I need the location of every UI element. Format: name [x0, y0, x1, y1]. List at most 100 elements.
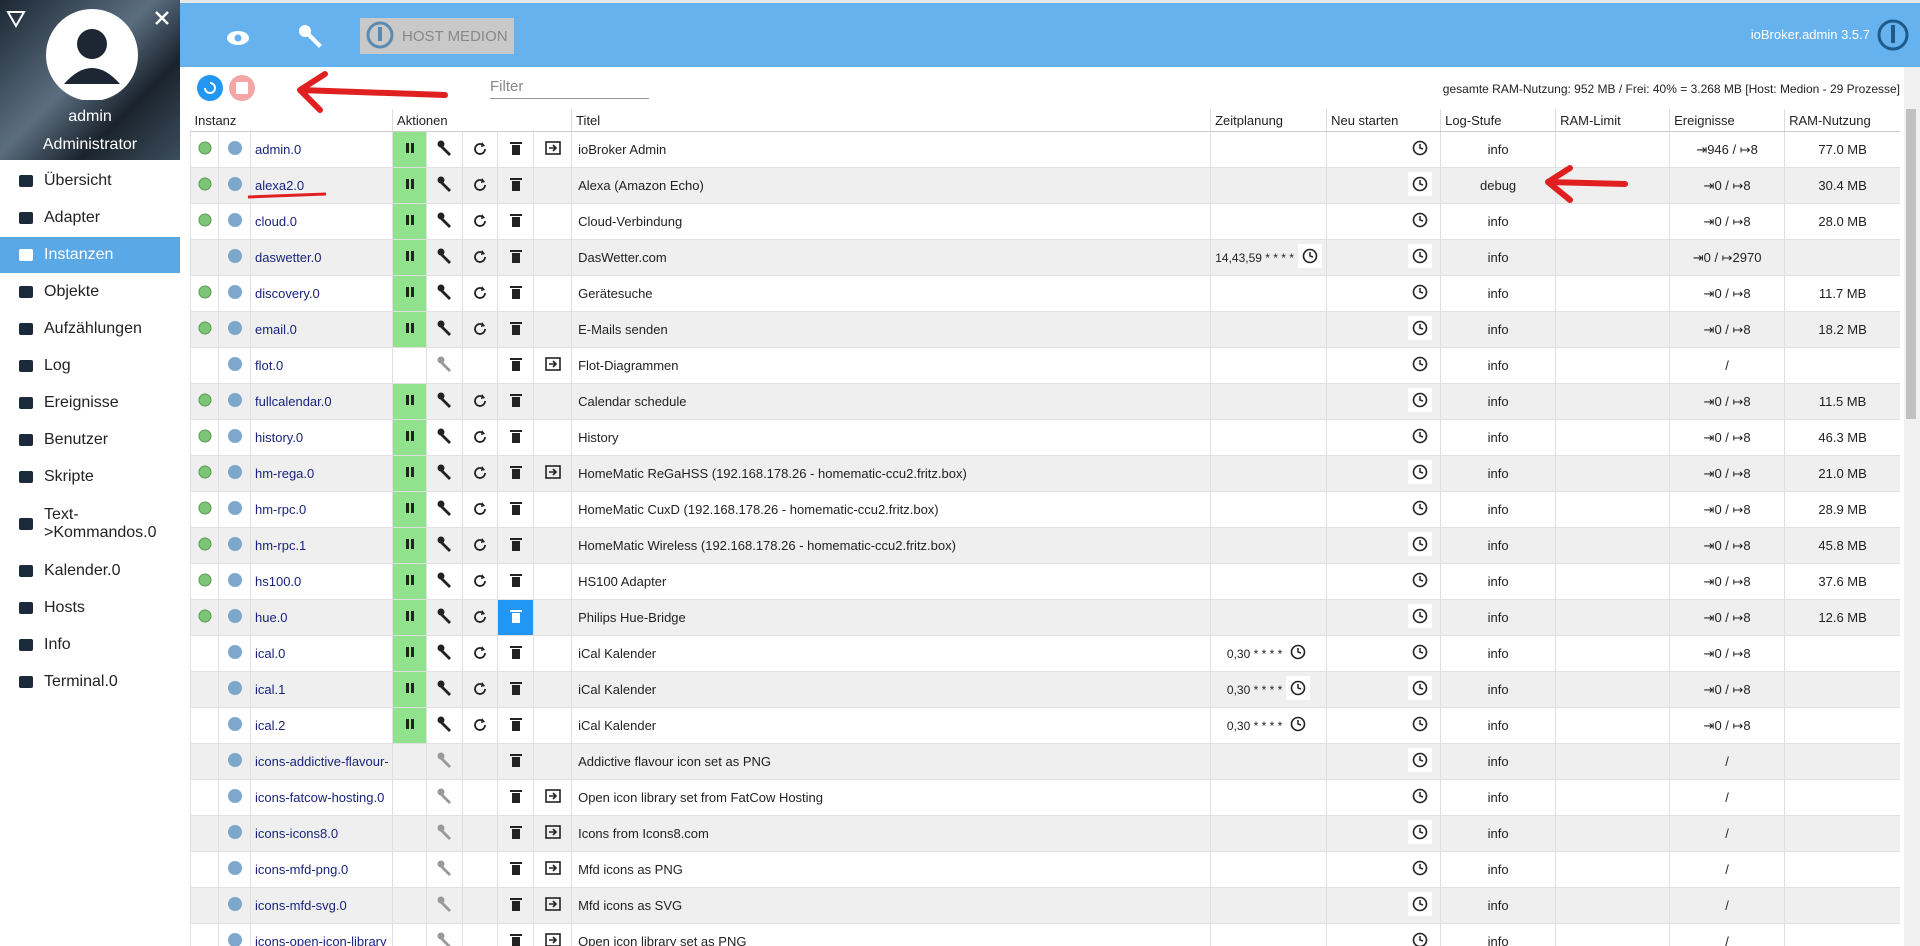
restart-schedule[interactable]: [1326, 491, 1442, 528]
menu-item[interactable]: Instanzen: [0, 237, 180, 273]
open-button[interactable]: [533, 239, 573, 276]
log-level[interactable]: info: [1440, 707, 1557, 744]
pause-button[interactable]: [392, 131, 428, 168]
open-button[interactable]: [533, 527, 573, 564]
open-button[interactable]: [533, 563, 573, 600]
menu-item[interactable]: Objekte: [0, 274, 180, 310]
open-button[interactable]: [533, 275, 573, 312]
open-button[interactable]: [533, 671, 573, 708]
instance-name[interactable]: email.0: [249, 311, 394, 348]
log-level[interactable]: info: [1440, 419, 1557, 456]
restart-button[interactable]: [462, 563, 499, 600]
open-button[interactable]: [533, 635, 573, 672]
delete-button[interactable]: [497, 311, 535, 348]
delete-button[interactable]: [497, 707, 535, 744]
open-button[interactable]: [533, 383, 573, 420]
open-button[interactable]: [533, 455, 573, 492]
open-button[interactable]: [533, 167, 573, 204]
pause-button[interactable]: [392, 491, 428, 528]
menu-item[interactable]: Info: [0, 627, 180, 663]
settings-button[interactable]: [426, 275, 464, 312]
log-level[interactable]: info: [1440, 275, 1557, 312]
pause-button[interactable]: [392, 311, 428, 348]
instance-name[interactable]: fullcalendar.0: [249, 383, 394, 420]
restart-schedule[interactable]: [1326, 563, 1442, 600]
settings-button[interactable]: [426, 815, 464, 852]
restart-button[interactable]: [462, 383, 499, 420]
restart-button[interactable]: [462, 203, 499, 240]
restart-schedule[interactable]: [1326, 275, 1442, 312]
instance-name[interactable]: ical.1: [249, 671, 394, 708]
open-button[interactable]: [533, 887, 573, 924]
log-level[interactable]: info: [1440, 311, 1557, 348]
restart-button[interactable]: [462, 779, 499, 816]
log-level[interactable]: info: [1440, 779, 1557, 816]
pause-button[interactable]: [392, 671, 428, 708]
pause-button[interactable]: [392, 923, 428, 946]
instance-name[interactable]: icons-open-icon-library: [249, 923, 394, 946]
settings-button[interactable]: [426, 707, 464, 744]
menu-item[interactable]: Ereignisse: [0, 385, 180, 421]
log-level[interactable]: info: [1440, 563, 1557, 600]
restart-schedule[interactable]: [1326, 239, 1442, 276]
restart-schedule[interactable]: [1326, 527, 1442, 564]
pause-button[interactable]: [392, 707, 428, 744]
restart-button[interactable]: [462, 923, 499, 946]
delete-button[interactable]: [497, 671, 535, 708]
log-level[interactable]: info: [1440, 635, 1557, 672]
restart-button[interactable]: [462, 599, 499, 636]
instance-name[interactable]: daswetter.0: [249, 239, 394, 276]
menu-item[interactable]: Hosts: [0, 590, 180, 626]
log-level[interactable]: info: [1440, 851, 1557, 888]
settings-button[interactable]: [426, 563, 464, 600]
delete-button[interactable]: [497, 923, 535, 946]
settings-button[interactable]: [426, 635, 464, 672]
open-button[interactable]: [533, 311, 573, 348]
settings-button[interactable]: [426, 527, 464, 564]
pause-button[interactable]: [392, 635, 428, 672]
settings-button[interactable]: [426, 779, 464, 816]
menu-item[interactable]: Log: [0, 348, 180, 384]
open-button[interactable]: [533, 779, 573, 816]
settings-button[interactable]: [426, 203, 464, 240]
log-level[interactable]: info: [1440, 671, 1557, 708]
restart-button[interactable]: [462, 455, 499, 492]
restart-schedule[interactable]: [1326, 851, 1442, 888]
pause-button[interactable]: [392, 419, 428, 456]
restart-button[interactable]: [462, 851, 499, 888]
instance-name[interactable]: flot.0: [249, 347, 394, 384]
restart-schedule[interactable]: [1326, 455, 1442, 492]
settings-button[interactable]: [426, 347, 464, 384]
delete-button[interactable]: [497, 347, 535, 384]
pause-button[interactable]: [392, 275, 428, 312]
delete-button[interactable]: [497, 815, 535, 852]
instance-name[interactable]: hs100.0: [249, 563, 394, 600]
instance-name[interactable]: admin.0: [249, 131, 394, 168]
settings-button[interactable]: [426, 923, 464, 946]
restart-schedule[interactable]: [1326, 671, 1442, 708]
menu-item[interactable]: Aufzählungen: [0, 311, 180, 347]
settings-button[interactable]: [426, 887, 464, 924]
pause-button[interactable]: [392, 779, 428, 816]
log-level[interactable]: info: [1440, 347, 1557, 384]
menu-item[interactable]: Skripte: [0, 459, 180, 495]
restart-schedule[interactable]: [1326, 203, 1442, 240]
restart-schedule[interactable]: [1326, 707, 1442, 744]
open-button[interactable]: [533, 347, 573, 384]
menu-item[interactable]: Übersicht: [0, 163, 180, 199]
log-level[interactable]: info: [1440, 743, 1557, 780]
restart-button[interactable]: [462, 743, 499, 780]
restart-button[interactable]: [462, 707, 499, 744]
instance-name[interactable]: ical.2: [249, 707, 394, 744]
restart-button[interactable]: [462, 671, 499, 708]
log-level[interactable]: info: [1440, 203, 1557, 240]
delete-button[interactable]: [497, 455, 535, 492]
delete-button[interactable]: [497, 599, 535, 636]
pause-button[interactable]: [392, 743, 428, 780]
restart-schedule[interactable]: [1326, 167, 1442, 204]
delete-button[interactable]: [497, 851, 535, 888]
restart-button[interactable]: [462, 815, 499, 852]
delete-button[interactable]: [497, 779, 535, 816]
delete-button[interactable]: [497, 743, 535, 780]
pause-button[interactable]: [392, 239, 428, 276]
